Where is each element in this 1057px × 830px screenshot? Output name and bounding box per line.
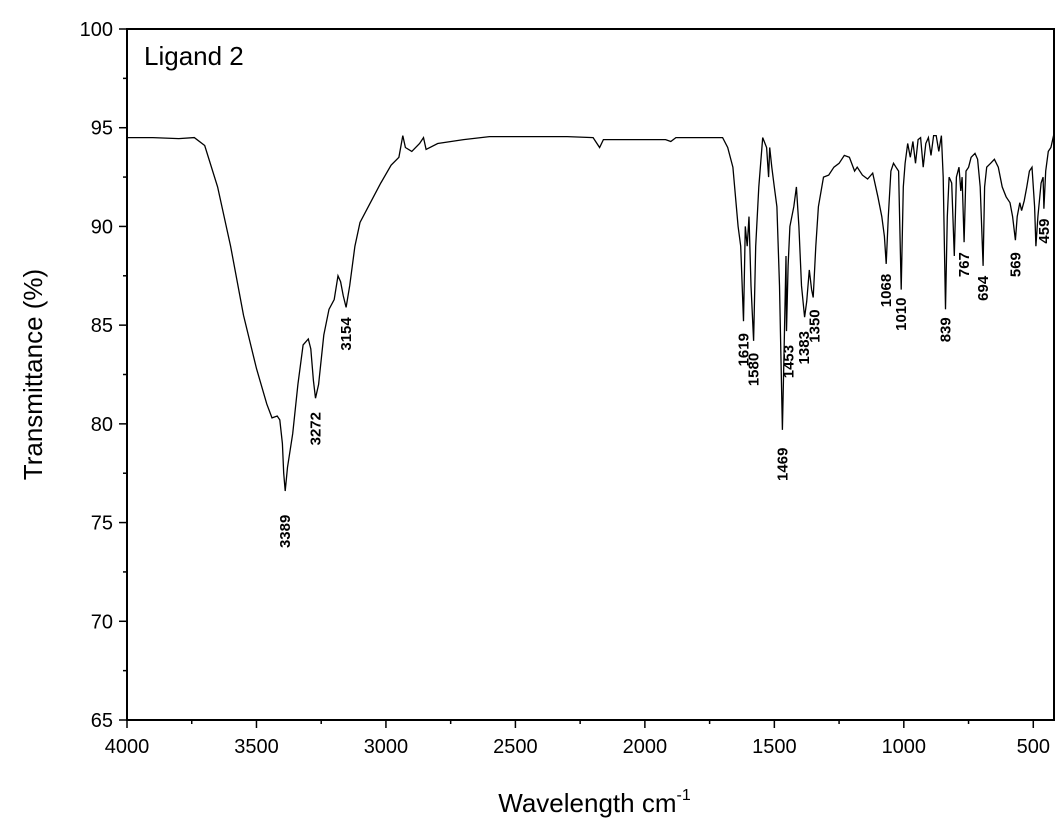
series-line-ligand-2 (127, 133, 1055, 492)
peak-label: 3389 (277, 515, 294, 548)
legend-entry-ligand-2: Ligand 2 (144, 41, 244, 71)
x-axis-ticks: 4000 3500 3000 2500 2000 1500 1000 500 (105, 720, 1050, 758)
y-tick-label: 85 (91, 315, 113, 337)
y-axis-ticks: 65 70 75 80 85 90 95 100 (80, 19, 127, 732)
x-tick-label: 4000 (105, 736, 150, 758)
peak-label: 1619 (736, 333, 753, 366)
peak-label: 1469 (774, 448, 791, 481)
peak-label: 1010 (893, 298, 910, 331)
x-tick-label: 2000 (623, 736, 668, 758)
y-tick-label: 80 (91, 414, 113, 436)
peak-label: 1453 (781, 345, 798, 378)
peak-label: 1068 (878, 274, 895, 307)
y-tick-label: 75 (91, 513, 113, 535)
x-tick-label: 2500 (493, 736, 538, 758)
x-tick-label: 500 (1017, 736, 1050, 758)
y-tick-label: 90 (91, 216, 113, 238)
x-tick-label: 3000 (364, 736, 409, 758)
x-tick-label: 1500 (752, 736, 797, 758)
peak-label: 767 (956, 252, 973, 277)
peak-label: 1383 (796, 331, 813, 364)
x-tick-label: 3500 (234, 736, 279, 758)
peak-label: 839 (938, 317, 955, 342)
peak-label: 3272 (308, 412, 325, 445)
peak-label: 459 (1036, 219, 1053, 244)
y-axis-title: Transmittance (%) (18, 269, 48, 480)
plot-frame (126, 28, 1055, 721)
peak-label: 694 (975, 275, 992, 301)
x-tick-label: 1000 (882, 736, 927, 758)
peak-label: 3154 (338, 317, 355, 351)
y-tick-label: 95 (91, 118, 113, 140)
y-tick-label: 65 (91, 710, 113, 732)
x-axis-title-superscript: -1 (676, 787, 690, 804)
peak-label: 1350 (806, 309, 823, 342)
peak-label: 1580 (746, 353, 763, 386)
x-axis-title-main: Wavelength cm (498, 788, 676, 818)
y-tick-label: 70 (91, 611, 113, 633)
x-axis-title: Wavelength cm-1 (498, 787, 691, 818)
peak-label: 569 (1007, 252, 1024, 277)
y-tick-label: 100 (80, 19, 113, 41)
